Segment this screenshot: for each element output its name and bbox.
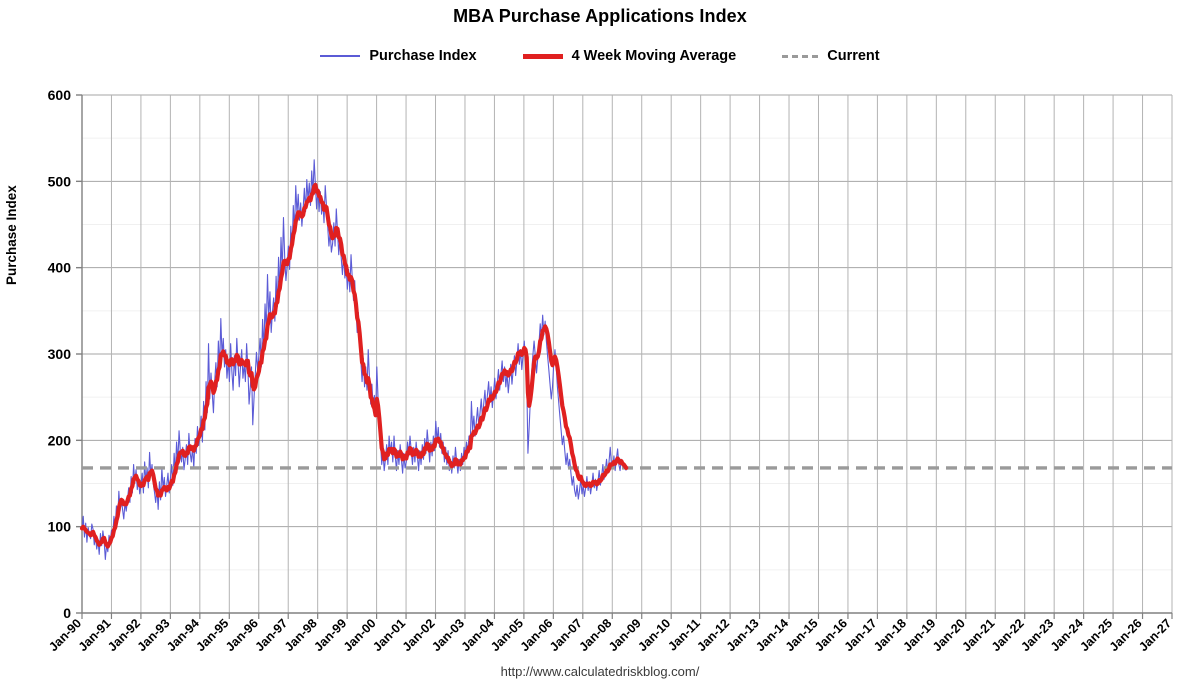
x-tick-label: Jan-22 — [989, 616, 1027, 654]
y-tick-label: 0 — [63, 605, 71, 621]
chart-title: MBA Purchase Applications Index — [453, 6, 747, 26]
x-tick-label: Jan-24 — [1048, 616, 1086, 654]
dashed-line-swatch-icon — [782, 54, 819, 58]
x-tick-label: Jan-12 — [694, 616, 732, 654]
x-tick-label: Jan-92 — [105, 616, 143, 654]
x-tick-label: Jan-15 — [783, 616, 821, 654]
x-tick-label: Jan-98 — [282, 616, 320, 654]
legend-label: Current — [827, 48, 880, 64]
x-tick-label: Jan-14 — [753, 616, 791, 654]
x-tick-label: Jan-96 — [223, 616, 261, 654]
x-tick-label: Jan-01 — [370, 616, 408, 654]
x-tick-label: Jan-23 — [1018, 616, 1056, 654]
x-tick-label: Jan-25 — [1077, 616, 1115, 654]
x-tick-label: Jan-93 — [135, 616, 173, 654]
x-tick-label: Jan-09 — [606, 616, 644, 654]
x-tick-label: Jan-91 — [76, 616, 114, 654]
x-tick-label: Jan-26 — [1107, 616, 1145, 654]
x-tick-label: Jan-04 — [459, 616, 497, 654]
x-tick-label: Jan-19 — [901, 616, 939, 654]
y-tick-label: 300 — [48, 346, 72, 362]
x-tick-label: Jan-03 — [429, 616, 467, 654]
x-tick-label: Jan-94 — [164, 616, 202, 654]
y-tick-label: 200 — [48, 432, 72, 448]
line-swatch-icon — [320, 55, 361, 57]
x-tick-label: Jan-20 — [930, 616, 968, 654]
x-tick-label: Jan-27 — [1136, 616, 1174, 654]
x-tick-label: Jan-95 — [194, 616, 232, 654]
legend-item-purchase-index: Purchase Index — [320, 48, 477, 64]
x-tick-label: Jan-00 — [341, 616, 379, 654]
x-tick-label: Jan-06 — [518, 616, 556, 654]
x-tick-label: Jan-16 — [812, 616, 850, 654]
x-tick-label: Jan-08 — [576, 616, 614, 654]
x-tick-label: Jan-18 — [871, 616, 909, 654]
x-tick-label: Jan-90 — [46, 616, 84, 654]
series-line-purchase-index — [81, 159, 627, 561]
y-tick-label: 100 — [48, 519, 72, 535]
x-tick-label: Jan-05 — [488, 616, 526, 654]
y-tick-label: 400 — [48, 260, 72, 276]
x-tick-label: Jan-07 — [547, 616, 585, 654]
x-tick-label: Jan-99 — [311, 616, 349, 654]
y-tick-label: 600 — [48, 87, 72, 103]
legend-item-current: Current — [782, 48, 880, 64]
legend-label: Purchase Index — [369, 48, 477, 64]
series-line-4-week-moving-average — [79, 182, 629, 549]
legend-item-moving-average: 4 Week Moving Average — [522, 48, 737, 64]
legend-label: 4 Week Moving Average — [571, 48, 737, 64]
x-tick-label: Jan-17 — [842, 616, 880, 654]
chart-legend: Purchase Index 4 Week Moving Average Cur… — [0, 48, 1200, 64]
line-swatch-icon — [522, 53, 563, 59]
y-tick-label: 500 — [48, 173, 72, 189]
source-url-text: http://www.calculatedriskblog.com/ — [500, 664, 700, 679]
x-tick-label: Jan-13 — [724, 616, 762, 654]
x-tick-label: Jan-02 — [400, 616, 438, 654]
x-tick-label: Jan-97 — [252, 616, 290, 654]
x-tick-label: Jan-10 — [635, 616, 673, 654]
x-tick-label: Jan-21 — [959, 616, 997, 654]
